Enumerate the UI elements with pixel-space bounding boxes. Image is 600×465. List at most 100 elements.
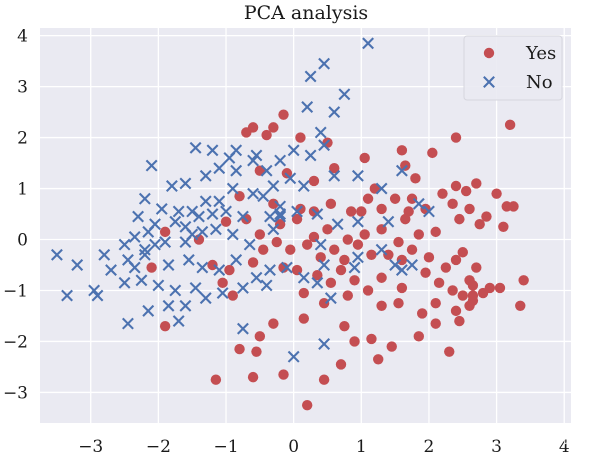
legend: Yes No	[463, 35, 563, 101]
point-no	[291, 205, 303, 218]
x-tick-label: 4	[559, 437, 570, 457]
point-yes	[247, 122, 259, 133]
point-yes	[274, 219, 286, 230]
point-yes	[339, 320, 350, 332]
y-axis-ticks: −3 −2 −1 0 1 2 3 4	[3, 27, 28, 404]
point-yes	[342, 234, 353, 245]
point-no	[50, 248, 63, 261]
point-yes	[464, 203, 475, 215]
point-yes	[159, 320, 171, 332]
point-no	[206, 208, 219, 220]
point-yes	[457, 290, 468, 301]
point-no	[71, 259, 84, 271]
point-yes	[447, 285, 458, 296]
y-tick-label: 0	[17, 231, 28, 251]
point-yes	[440, 262, 452, 273]
point-yes	[366, 333, 377, 345]
point-yes	[416, 308, 428, 319]
point-no	[338, 88, 351, 101]
point-no	[328, 169, 341, 182]
point-yes	[318, 374, 330, 385]
point-no	[169, 215, 182, 228]
point-no	[196, 261, 209, 274]
point-yes	[389, 193, 401, 204]
point-no	[362, 37, 375, 50]
point-no	[264, 210, 276, 223]
point-yes	[308, 175, 320, 187]
point-no	[412, 197, 425, 210]
point-yes	[376, 203, 387, 215]
point-no	[189, 281, 202, 294]
point-yes	[393, 298, 404, 309]
point-no	[304, 70, 317, 83]
point-yes	[376, 300, 387, 311]
point-yes	[285, 244, 296, 255]
point-no	[395, 164, 408, 177]
point-no	[172, 205, 185, 218]
point-yes	[444, 346, 455, 357]
point-yes	[413, 229, 425, 240]
point-no	[193, 210, 205, 223]
legend-yes-marker	[483, 47, 495, 59]
point-no	[375, 182, 388, 195]
point-no	[328, 106, 341, 119]
legend-no-marker	[483, 76, 495, 88]
point-yes	[359, 229, 370, 240]
point-yes	[278, 109, 289, 120]
point-yes	[450, 132, 462, 143]
point-no	[138, 243, 151, 256]
point-no	[142, 225, 155, 238]
point-no	[311, 276, 324, 289]
legend-no-label: No	[526, 72, 553, 93]
point-no	[267, 223, 280, 236]
y-tick-label: 3	[17, 78, 28, 98]
point-yes	[467, 280, 479, 291]
point-no	[230, 253, 243, 266]
point-no	[382, 215, 395, 228]
point-yes	[146, 262, 157, 273]
point-yes	[515, 300, 526, 311]
point-no	[247, 187, 260, 200]
point-no	[389, 259, 402, 271]
point-yes	[339, 254, 350, 266]
point-no	[61, 289, 73, 302]
point-yes	[335, 264, 347, 276]
point-yes	[349, 275, 360, 286]
point-yes	[281, 168, 293, 179]
point-no	[118, 238, 131, 251]
point-yes	[430, 318, 441, 329]
point-no	[199, 169, 212, 182]
point-no	[162, 299, 175, 312]
point-no	[423, 205, 435, 218]
point-yes	[400, 160, 411, 171]
point-no	[206, 144, 219, 157]
point-yes	[315, 252, 326, 263]
point-yes	[254, 331, 266, 342]
point-yes	[254, 165, 266, 176]
point-no	[220, 205, 232, 218]
point-yes	[467, 290, 479, 301]
point-no	[186, 205, 199, 218]
x-tick-label: −2	[146, 437, 171, 457]
point-yes	[217, 277, 228, 289]
point-yes	[450, 180, 462, 192]
point-yes	[312, 269, 323, 281]
point-yes	[352, 239, 364, 250]
y-tick-label: 1	[17, 180, 28, 200]
point-yes	[433, 277, 445, 289]
point-yes	[359, 152, 370, 164]
point-yes	[427, 147, 438, 159]
point-no	[179, 177, 192, 190]
point-no	[152, 279, 165, 292]
point-no	[274, 208, 287, 220]
point-no	[189, 141, 202, 154]
legend-yes-label: Yes	[525, 43, 556, 64]
point-no	[162, 259, 175, 271]
point-yes	[159, 226, 171, 238]
point-no	[236, 322, 249, 335]
point-yes	[403, 206, 414, 217]
point-no	[318, 57, 331, 70]
point-yes	[345, 206, 357, 217]
point-no	[274, 154, 287, 167]
point-yes	[491, 188, 502, 199]
